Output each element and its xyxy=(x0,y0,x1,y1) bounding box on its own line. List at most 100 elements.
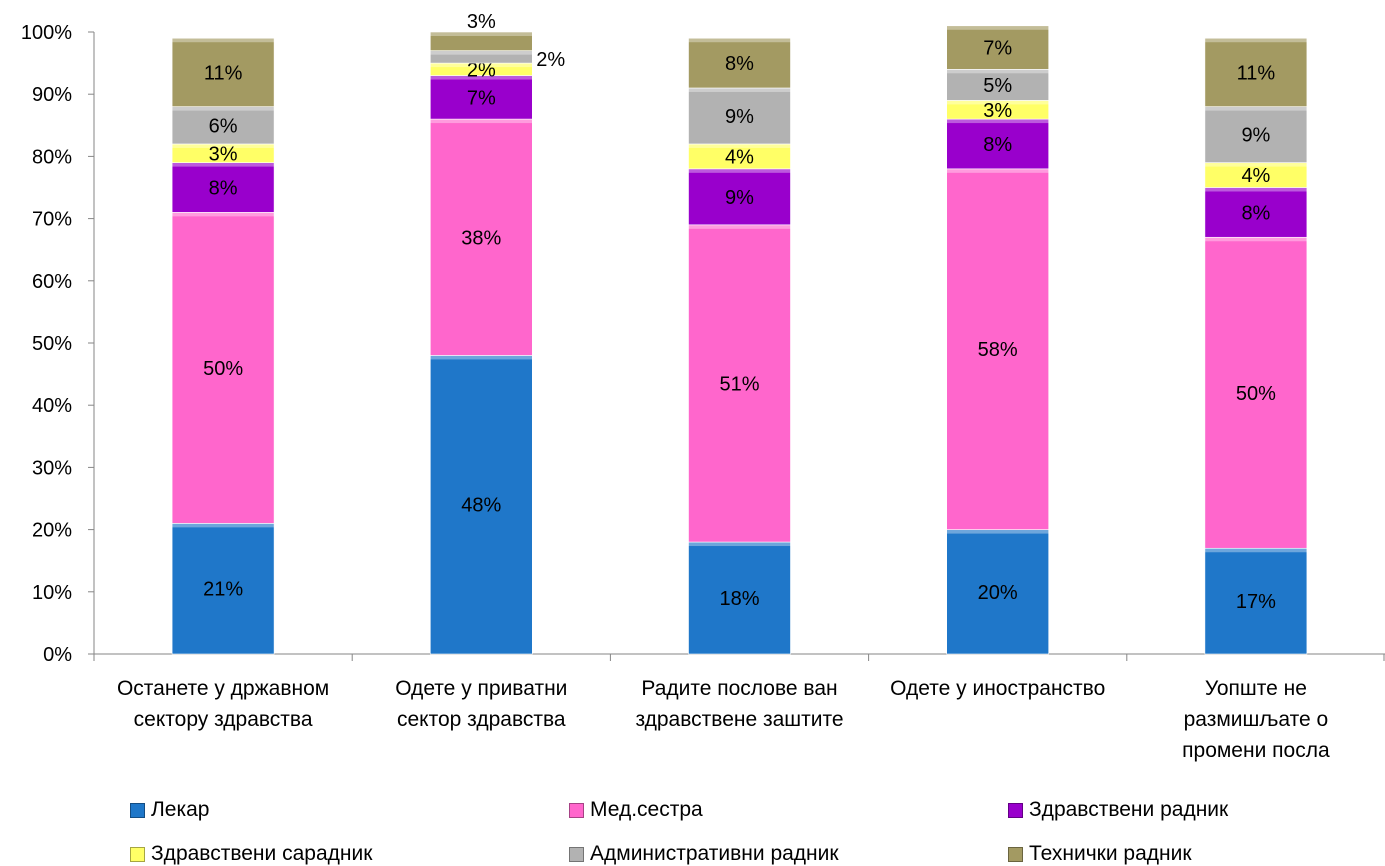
x-category-label: размишљате о xyxy=(1184,708,1329,731)
bar-segment-highlight xyxy=(688,542,791,547)
bar-segment-highlight xyxy=(1204,106,1307,111)
data-label: 8% xyxy=(1241,202,1270,224)
x-category-label: промени посла xyxy=(1182,739,1330,762)
data-label: 7% xyxy=(983,38,1012,60)
data-label: 3% xyxy=(209,143,238,165)
data-label: 8% xyxy=(209,178,238,200)
bar-segment xyxy=(688,224,791,543)
bar-segment-highlight xyxy=(1204,237,1307,242)
bar-segment-highlight xyxy=(946,119,1049,124)
bar-segment xyxy=(1204,37,1308,107)
bar-segment-highlight xyxy=(172,162,275,167)
x-category-label: Радите послове ван xyxy=(641,677,837,700)
bar-segment xyxy=(1204,187,1308,238)
bar-segment-highlight xyxy=(946,529,1049,534)
data-label: 11% xyxy=(1237,62,1276,84)
bar-segment-highlight xyxy=(946,100,1049,105)
bar-segment-highlight xyxy=(172,212,275,217)
y-tick-label: 70% xyxy=(32,209,72,231)
bar-segment xyxy=(946,118,1050,170)
x-category-label: здравствене заштите xyxy=(635,708,843,731)
bar-segment-highlight xyxy=(172,106,275,111)
bar-segment-highlight xyxy=(430,32,533,36)
bar-segment xyxy=(946,168,1050,530)
x-category-label: Уопште не xyxy=(1205,677,1307,700)
bar-segment-highlight xyxy=(430,355,533,360)
data-label: 38% xyxy=(461,227,501,249)
data-label: 11% xyxy=(204,62,243,84)
data-label: 9% xyxy=(725,106,754,128)
bar-segment xyxy=(429,75,533,120)
bar-segment xyxy=(429,31,533,51)
x-category-label: Одете у иностранство xyxy=(890,677,1105,700)
data-label: 4% xyxy=(1241,165,1270,187)
data-label: 5% xyxy=(983,75,1012,97)
data-label: 50% xyxy=(203,358,243,380)
bar-segment-highlight xyxy=(430,63,533,68)
data-label: 2% xyxy=(467,59,496,81)
bar-segment xyxy=(946,25,1050,70)
data-label: 2% xyxy=(536,49,565,71)
bar-segment xyxy=(171,106,275,145)
bar-segment xyxy=(946,529,1050,655)
data-label: 6% xyxy=(209,115,238,137)
bar-segment-highlight xyxy=(946,69,1049,74)
x-category-label: сектору здравства xyxy=(134,708,313,731)
bar-segment xyxy=(688,541,791,655)
data-label: 50% xyxy=(1236,383,1276,405)
bar-segment-highlight xyxy=(946,25,1049,30)
y-tick-label: 10% xyxy=(32,582,72,604)
bar-segment xyxy=(688,87,791,145)
data-label: 9% xyxy=(1241,125,1270,147)
y-tick-label: 0% xyxy=(43,644,72,666)
bar-segment xyxy=(171,212,275,524)
data-label: 18% xyxy=(719,588,759,610)
bar-segment-highlight xyxy=(688,224,791,229)
bar-segment xyxy=(171,162,275,213)
data-label: 48% xyxy=(461,495,501,517)
bar-segment xyxy=(946,69,1050,101)
bar-segment xyxy=(688,37,791,89)
y-tick-label: 100% xyxy=(21,22,72,44)
x-category-label: Останете у државном xyxy=(117,677,329,700)
bar-segment-highlight xyxy=(172,38,275,43)
bar-segment-highlight xyxy=(688,143,791,148)
bar-segment xyxy=(688,168,791,226)
y-tick-label: 20% xyxy=(32,520,72,542)
y-tick-label: 80% xyxy=(32,146,72,168)
data-label: 7% xyxy=(467,87,496,109)
data-label: 8% xyxy=(983,134,1012,156)
bar-segment-highlight xyxy=(946,168,1049,173)
bar-segment-highlight xyxy=(688,168,791,173)
y-tick-label: 60% xyxy=(32,271,72,293)
bar-segment-highlight xyxy=(430,119,533,124)
x-category-label: Одете у приватни xyxy=(395,677,567,700)
bar-segment xyxy=(1204,236,1308,549)
data-label: 51% xyxy=(719,373,759,395)
y-tick-label: 90% xyxy=(32,84,72,106)
bar-segment xyxy=(688,143,791,170)
bar-segment-highlight xyxy=(688,38,791,43)
data-label: 21% xyxy=(203,579,243,601)
data-label: 8% xyxy=(725,53,754,75)
bar-segment-highlight xyxy=(1204,187,1307,192)
y-tick-label: 50% xyxy=(32,333,72,355)
bar-segment xyxy=(1204,547,1308,655)
data-label: 4% xyxy=(725,146,754,168)
data-label: 20% xyxy=(978,582,1018,604)
bar-segment-highlight xyxy=(430,75,533,80)
bar-segment-highlight xyxy=(688,87,791,92)
bar-segment xyxy=(1204,162,1308,188)
bar-segment xyxy=(171,37,275,107)
data-label: 58% xyxy=(978,339,1018,361)
data-label: 3% xyxy=(467,11,496,33)
data-label: 17% xyxy=(1236,591,1276,613)
bar-segment-highlight xyxy=(172,143,275,148)
y-tick-label: 40% xyxy=(32,395,72,417)
bar-segment-highlight xyxy=(1204,548,1307,553)
bar-segment-highlight xyxy=(1204,38,1307,43)
bar-segment-highlight xyxy=(172,523,275,528)
bar-segment-highlight xyxy=(1204,162,1307,167)
bar-segment-highlight xyxy=(430,50,533,55)
